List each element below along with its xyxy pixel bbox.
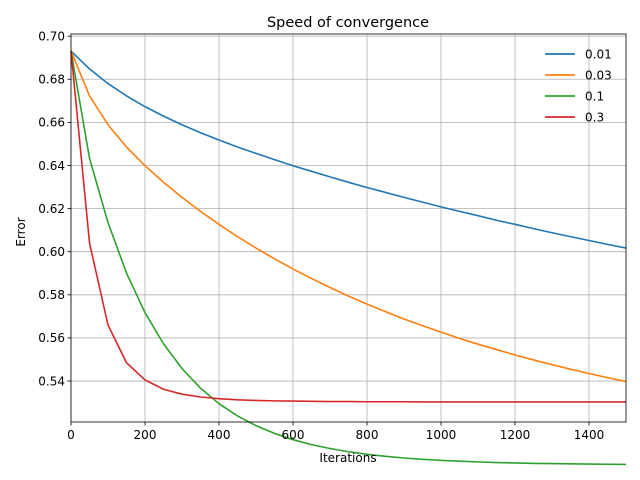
series-line-1 xyxy=(70,50,627,383)
y-tick-label: 0.70 xyxy=(38,29,65,43)
legend-label-2: 0.1 xyxy=(585,90,604,104)
x-tick-label: 200 xyxy=(134,428,157,442)
legend: 0.01 0.03 0.1 0.3 xyxy=(545,48,612,125)
series-line-2 xyxy=(70,50,627,466)
y-tick-label: 0.68 xyxy=(38,73,65,87)
x-tick-label: 1000 xyxy=(426,428,457,442)
series-line-3 xyxy=(70,50,626,403)
y-tick-label: 0.62 xyxy=(38,202,65,216)
x-axis-label: Iterations xyxy=(319,451,376,465)
legend-label-3: 0.3 xyxy=(585,111,604,125)
x-tick-label: 1400 xyxy=(574,428,605,442)
x-axis-ticks: 0 200 400 600 800 1000 1200 1400 xyxy=(67,422,604,442)
y-axis-label: Error xyxy=(14,217,28,246)
y-tick-label: 0.56 xyxy=(38,331,65,345)
y-tick-label: 0.60 xyxy=(38,245,65,259)
x-tick-label: 400 xyxy=(208,428,231,442)
legend-label-1: 0.03 xyxy=(585,69,612,83)
series-lines xyxy=(70,50,627,466)
x-tick-label: 800 xyxy=(356,428,379,442)
y-tick-label: 0.64 xyxy=(38,159,65,173)
series-line-0 xyxy=(70,50,627,249)
x-tick-label: 0 xyxy=(67,428,75,442)
chart-title: Speed of convergence xyxy=(267,15,429,31)
x-tick-label: 600 xyxy=(282,428,305,442)
grid-lines xyxy=(70,34,626,422)
y-tick-label: 0.58 xyxy=(38,288,65,302)
plot-frame xyxy=(70,33,627,423)
legend-label-0: 0.01 xyxy=(585,48,612,62)
y-tick-label: 0.54 xyxy=(38,374,65,388)
y-tick-label: 0.66 xyxy=(38,116,65,130)
x-tick-label: 1200 xyxy=(500,428,531,442)
y-axis-ticks: 0.54 0.56 0.58 0.60 0.62 0.64 0.66 0.68 0.70 xyxy=(38,29,71,388)
